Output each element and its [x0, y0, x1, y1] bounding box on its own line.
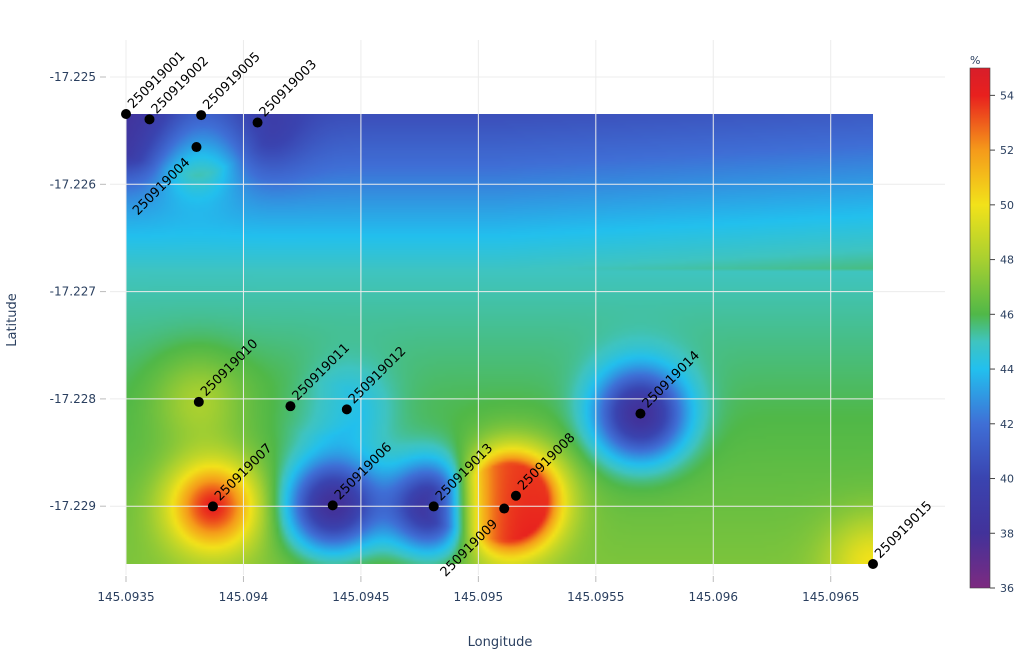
colorbar-ticks: 36 38 40 42 44 46 48 50 52 54: [990, 89, 1014, 595]
y-tick-label: -17.228: [50, 392, 96, 406]
sample-point[interactable]: [196, 110, 207, 121]
sample-point-label: 250919006: [332, 440, 395, 503]
colorbar-tick-label: 46: [1000, 308, 1014, 321]
sample-point[interactable]: [868, 559, 878, 569]
sample-point-label: 250919008: [515, 430, 578, 493]
x-axis: 145.0935 145.094 145.0945 145.095 145.0955 14…: [97, 576, 859, 604]
sample-point-label: 250919009: [438, 517, 501, 580]
x-tick-label: 145.094: [219, 590, 269, 604]
contour-heatmap: [126, 114, 873, 564]
sample-point[interactable]: [341, 404, 352, 415]
x-tick-label: 145.0965: [802, 590, 859, 604]
colorbar-tick-label: 38: [1000, 527, 1014, 540]
colorbar-tick-label: 36: [1000, 582, 1014, 595]
y-axis: -17.225 -17.226 -17.227 -17.228 -17.229: [50, 70, 106, 513]
sample-point-label: 250919004: [130, 155, 193, 218]
x-tick-label: 145.0935: [97, 590, 154, 604]
sample-point[interactable]: [252, 117, 263, 128]
sample-point[interactable]: [193, 396, 204, 407]
sample-point-label: 250919013: [433, 441, 496, 504]
sample-point-label: 250919015: [872, 499, 935, 562]
sample-point[interactable]: [428, 501, 439, 512]
sample-point-label: 250919003: [257, 57, 320, 120]
colorbar-tick-label: 42: [1000, 418, 1014, 431]
sample-point-label: 250919014: [640, 348, 703, 411]
colorbar-tick-label: 52: [1000, 144, 1014, 157]
y-tick-label: -17.227: [50, 285, 96, 299]
colorbar-tick-label: 54: [1000, 89, 1014, 102]
x-axis-title: Longitude: [468, 635, 533, 650]
sample-point[interactable]: [191, 142, 202, 153]
x-tick-label: 145.0955: [567, 590, 624, 604]
sample-point-label: 250919011: [290, 341, 353, 404]
sample-point[interactable]: [635, 408, 646, 419]
colorbar-tick-label: 50: [1000, 199, 1014, 212]
y-tick-label: -17.229: [50, 499, 96, 513]
colorbar-tick-label: 48: [1000, 254, 1014, 267]
x-tick-label: 145.0945: [332, 590, 389, 604]
colorbar-gradient: [969, 67, 991, 589]
sample-point[interactable]: [510, 490, 521, 501]
sample-point-label: 250919005: [200, 50, 263, 113]
sample-point-label: 250919012: [346, 344, 409, 407]
sample-point[interactable]: [327, 500, 338, 511]
y-tick-label: -17.226: [50, 177, 96, 191]
sample-point-label: 250919010: [198, 336, 261, 399]
gridlines: [110, 40, 945, 575]
colorbar-tick-label: 44: [1000, 363, 1014, 376]
y-axis-title: Latitude: [5, 293, 20, 347]
sample-point[interactable]: [121, 109, 131, 119]
colorbar: % 36 38 40 42 44 46 48 50 52 54: [969, 54, 1014, 595]
x-tick-label: 145.096: [688, 590, 738, 604]
y-tick-label: -17.225: [50, 70, 96, 84]
sample-point[interactable]: [144, 114, 155, 125]
x-tick-label: 145.095: [454, 590, 504, 604]
sample-point[interactable]: [285, 401, 296, 412]
colorbar-title: %: [970, 54, 980, 67]
sample-point[interactable]: [207, 501, 218, 512]
colorbar-tick-label: 40: [1000, 473, 1014, 486]
sample-point[interactable]: [499, 503, 510, 514]
